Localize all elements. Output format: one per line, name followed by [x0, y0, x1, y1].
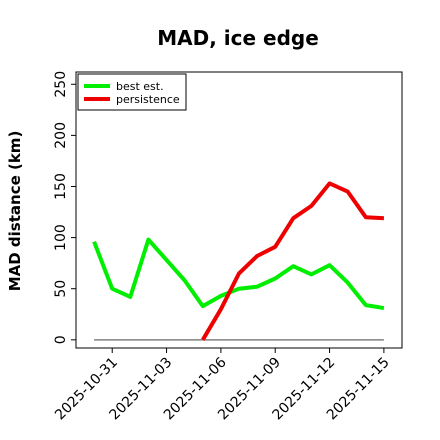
plot-area: [92, 181, 385, 341]
y-tick-label: 250: [53, 71, 69, 98]
y-tick-label: 50: [53, 280, 69, 298]
legend-label: best est.: [116, 80, 164, 93]
y-tick-label: 100: [53, 224, 69, 251]
axes: 0501001502002502025-10-312025-11-032025-…: [52, 71, 403, 423]
y-axis-label: MAD distance (km): [6, 131, 24, 292]
y-tick-label: 0: [53, 335, 69, 344]
plot-frame: [75, 71, 403, 349]
series-line-persistence: [201, 181, 385, 341]
chart-title: MAD, ice edge: [157, 26, 319, 50]
legend: best est.persistence: [77, 73, 187, 111]
legend-label: persistence: [116, 93, 180, 106]
legend-box: [77, 73, 187, 111]
series-line-best-est-: [92, 237, 385, 311]
y-tick-label: 200: [53, 122, 69, 149]
y-tick-label: 150: [53, 173, 69, 200]
